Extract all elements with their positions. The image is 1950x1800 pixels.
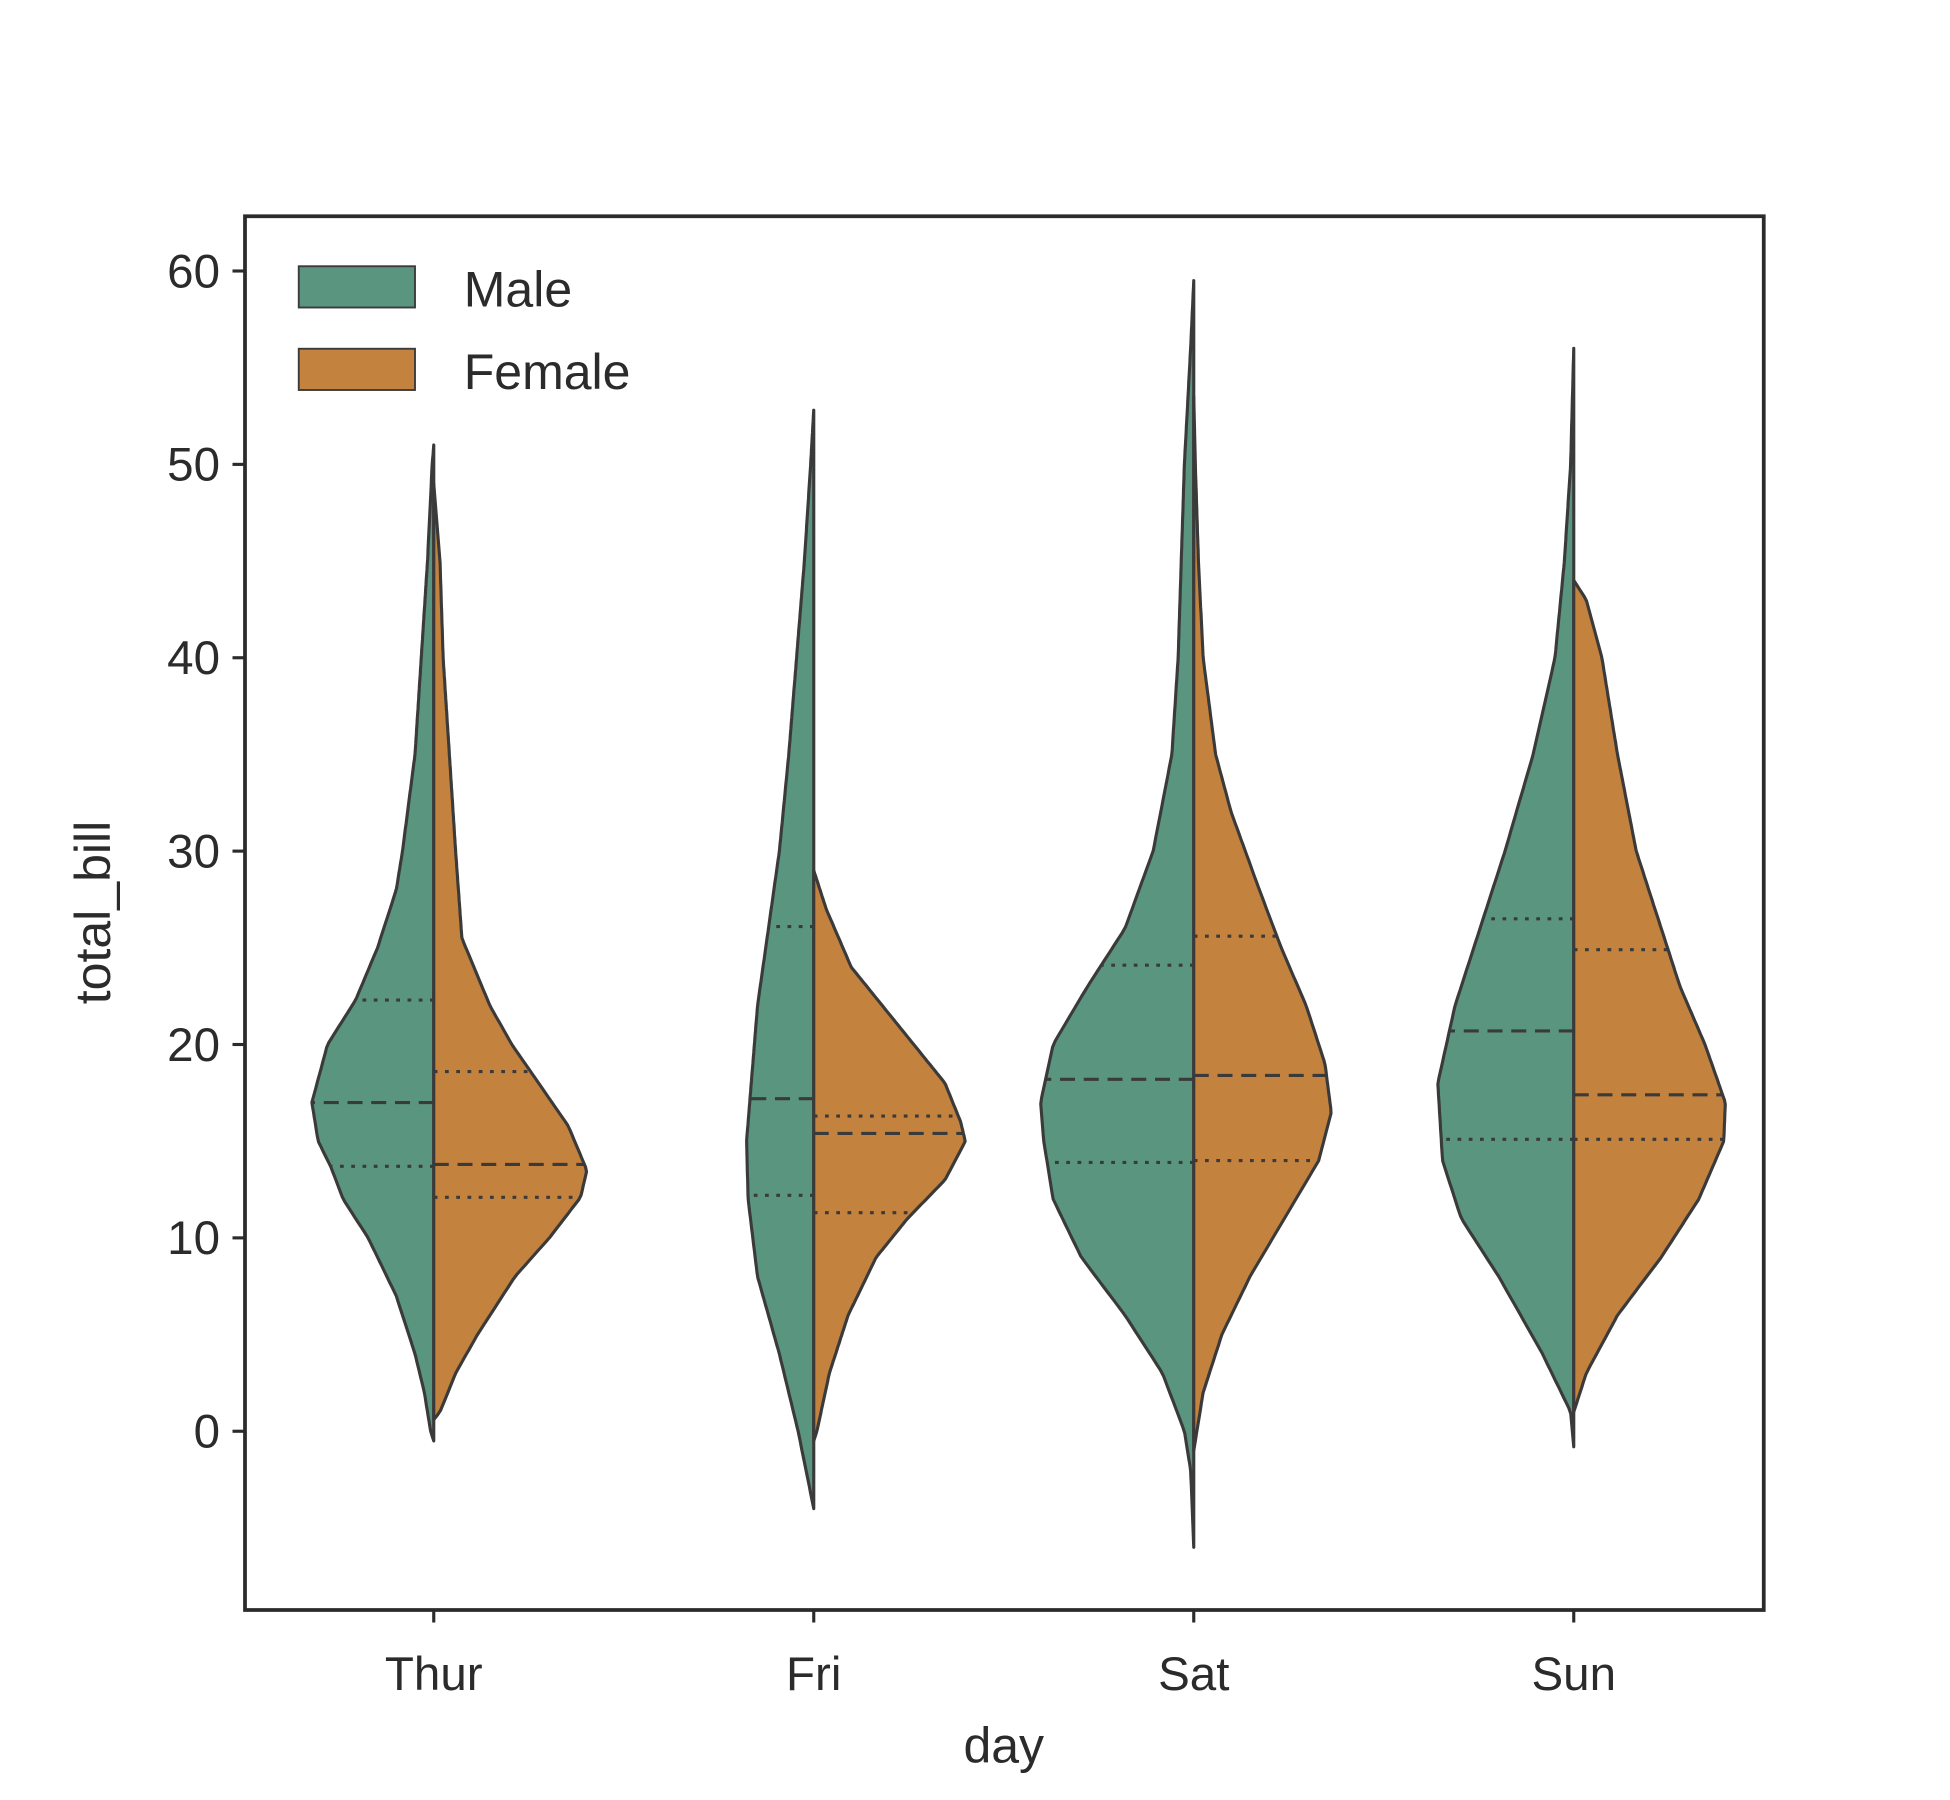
violin-male-fri	[745, 408, 816, 1511]
y-axis: 0 10 20 30 40 50 60	[167, 245, 245, 1459]
x-tick-label: Sun	[1531, 1648, 1616, 1701]
legend: Male Female	[297, 261, 631, 400]
y-tick-label: 20	[167, 1019, 220, 1072]
violin-male-sat	[1039, 279, 1196, 1549]
x-axis-label: day	[963, 1718, 1044, 1774]
legend-label-male: Male	[464, 261, 572, 317]
violin-female-fri	[812, 868, 967, 1443]
violin-male-thur	[310, 443, 436, 1443]
y-tick-label: 10	[167, 1212, 220, 1265]
x-tick-label: Sat	[1158, 1648, 1229, 1701]
y-tick-label: 50	[167, 439, 220, 492]
x-tick-label: Thur	[385, 1648, 483, 1701]
violin-female-sun	[1572, 578, 1727, 1414]
y-tick-label: 0	[194, 1406, 220, 1459]
violin-male-sun	[1436, 346, 1576, 1449]
x-tick-label: Fri	[786, 1648, 841, 1701]
violins	[310, 279, 1727, 1549]
y-tick-label: 30	[167, 825, 220, 878]
violin-female-thur	[432, 482, 589, 1422]
y-tick-label: 60	[167, 245, 220, 298]
legend-swatch-male	[297, 265, 416, 309]
y-tick-label: 40	[167, 632, 220, 685]
legend-swatch-female	[297, 347, 416, 391]
violin-female-sat	[1192, 395, 1333, 1453]
legend-label-female: Female	[464, 344, 631, 400]
x-axis: Thur Fri Sat Sun	[385, 1610, 1616, 1701]
plot-frame	[243, 214, 1766, 1612]
y-axis-label: total_bill	[65, 821, 121, 1004]
